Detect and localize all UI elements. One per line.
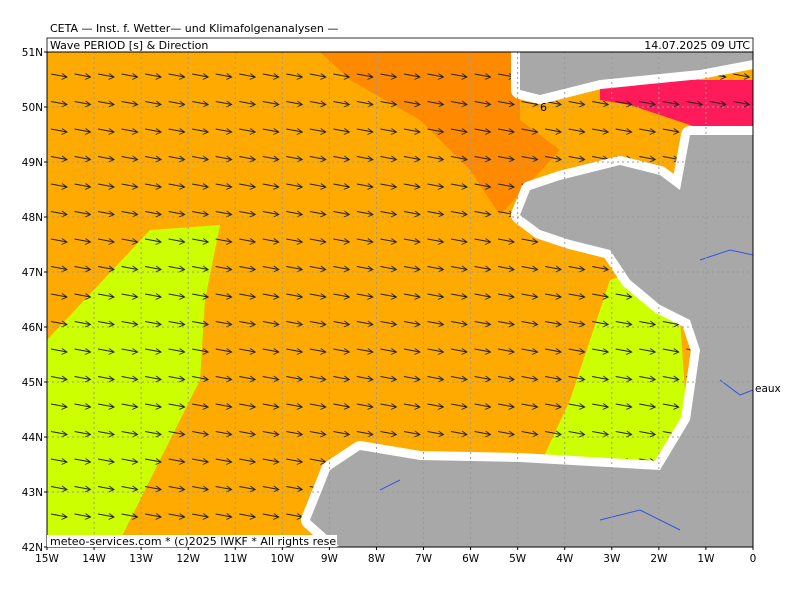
- lon-label: 3W: [603, 553, 621, 565]
- datetime: 14.07.2025 09 UTC: [644, 39, 750, 52]
- lon-label: 9W: [321, 553, 339, 565]
- lon-label: 0: [750, 553, 757, 565]
- rivers: [379, 249, 753, 531]
- lon-label: 1W: [697, 553, 715, 565]
- lon-label: 10W: [270, 553, 294, 565]
- header-source: CETA — Inst. f. Wetter— und Klimafolgena…: [50, 22, 338, 35]
- lon-label: 15W: [35, 553, 59, 565]
- lat-label: 46N: [22, 322, 43, 334]
- land-fill: [310, 52, 753, 547]
- lon-label: 5W: [509, 553, 527, 565]
- footer-box: [47, 535, 337, 547]
- lat-label: 51N: [22, 47, 43, 59]
- lat-label: 43N: [22, 487, 43, 499]
- map-area: [47, 52, 753, 547]
- lat-label: 42N: [22, 542, 43, 554]
- lon-label: 2W: [650, 553, 668, 565]
- lat-label: 45N: [22, 377, 43, 389]
- lon-label: 4W: [556, 553, 574, 565]
- lon-label: 14W: [82, 553, 106, 565]
- lon-label: 7W: [415, 553, 433, 565]
- lat-label: 48N: [22, 212, 43, 224]
- lat-label: 47N: [22, 267, 43, 279]
- lat-label: 50N: [22, 102, 43, 114]
- footer: meteo-services.com * (c)2025 IWKF * All …: [50, 535, 336, 548]
- lon-label: 11W: [223, 553, 247, 565]
- lat-label: 49N: [22, 157, 43, 169]
- place-label: eaux: [755, 383, 781, 395]
- lon-label: 13W: [129, 553, 153, 565]
- lon-label: 8W: [368, 553, 386, 565]
- map-title: Wave PERIOD [s] & Direction: [50, 39, 208, 52]
- lon-label: 12W: [176, 553, 200, 565]
- lat-label: 44N: [22, 432, 43, 444]
- lon-label: 6W: [462, 553, 480, 565]
- contour-label: 6: [540, 101, 547, 114]
- map-frame: [46, 51, 754, 548]
